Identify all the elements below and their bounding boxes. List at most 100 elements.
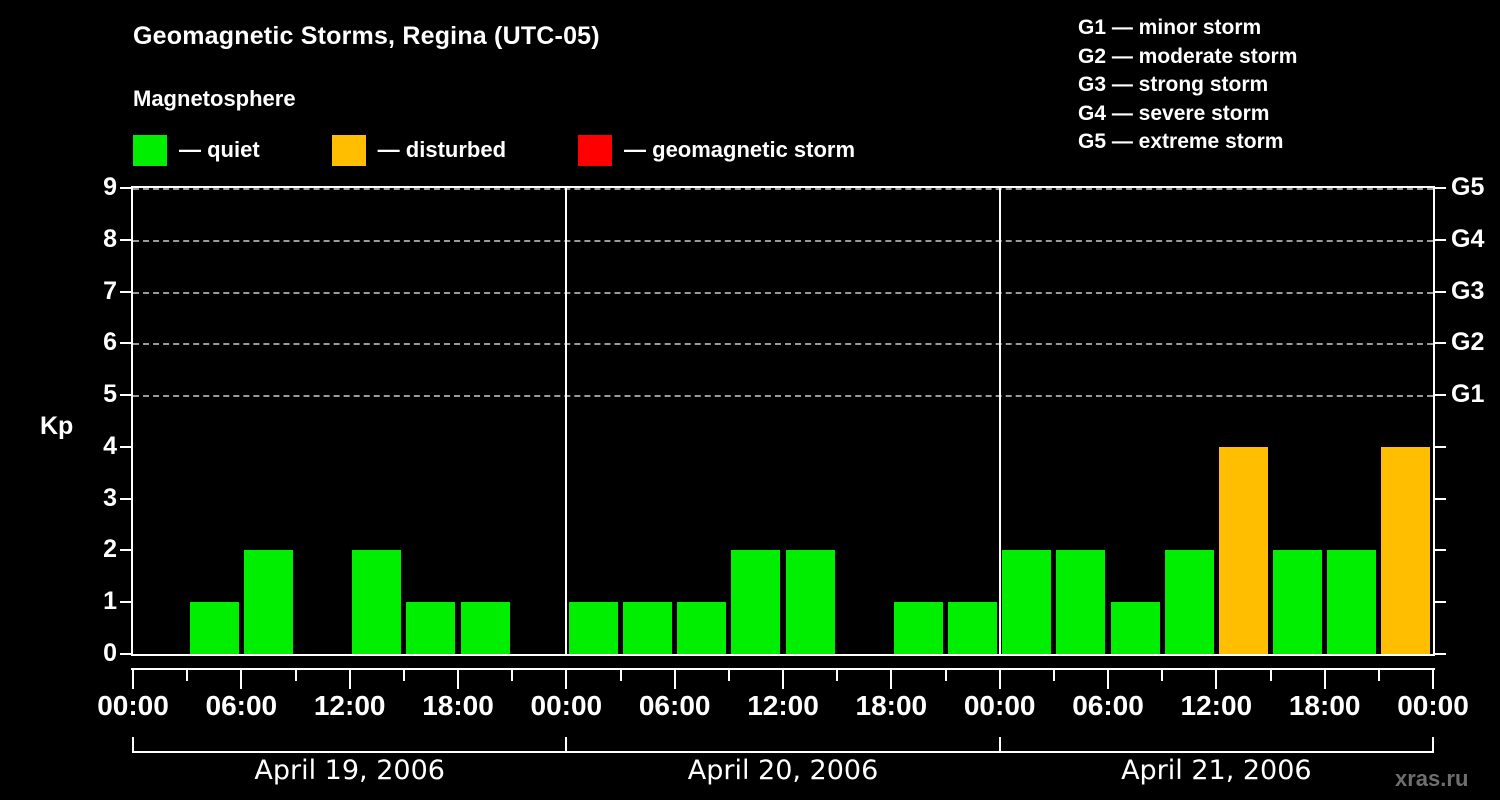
x-tick [565,668,568,689]
x-tick [1161,668,1164,681]
y-axis-label: 4 [103,431,117,460]
page-title: Geomagnetic Storms, Regina (UTC-05) [133,22,600,50]
y-tick [120,187,131,189]
x-tick [998,668,1001,689]
gscale-legend-item: G2 — moderate storm [1078,44,1298,68]
y-tick [120,549,131,552]
x-tick [186,668,189,681]
x-tick [240,668,243,689]
kp-bar [352,550,402,654]
x-axis-label: 18:00 [855,690,928,721]
disturbed-swatch [331,134,366,166]
kp-bar [1164,550,1214,654]
kp-bar [731,550,781,654]
y-tick [120,497,131,500]
y-tick-right [1435,601,1446,604]
y-tick-right [1435,342,1446,345]
y-tick-right [1435,445,1446,448]
day-divider [998,188,1001,654]
x-tick [782,668,784,689]
kp-bar [1327,550,1377,654]
y-tick [120,238,131,241]
watermark: xras.ru [1395,766,1469,791]
kp-bar [189,602,239,654]
x-tick [511,668,514,681]
x-tick [402,668,405,681]
x-axis-label: 00:00 [963,690,1036,721]
x-axis-label: 06:00 [205,690,278,721]
legend-label: — geomagnetic storm [624,137,856,162]
y-tick [120,445,131,448]
storm-swatch [578,134,613,166]
legend-entry: — disturbed [331,133,506,167]
date-caption: April 20, 2006 [687,755,879,786]
y-tick [120,601,131,604]
gridline [133,395,1433,398]
plot-area [131,186,1435,656]
kp-bar [677,602,727,654]
gridline [133,239,1433,242]
x-axis-label: 00:00 [97,690,169,721]
x-axis-label: 00:00 [1397,690,1469,721]
gscale-legend-item: G1 — minor storm [1078,16,1262,39]
date-caption: April 21, 2006 [1121,755,1312,786]
day-bracket [132,737,568,753]
quiet-swatch [133,134,167,166]
x-tick [1052,668,1055,681]
x-tick [727,668,730,681]
y-tick-right [1435,238,1446,241]
y-axis-label: 6 [103,328,117,357]
y-tick-right [1435,549,1446,552]
date-caption: April 19, 2006 [254,755,445,786]
kp-bar [1056,550,1106,654]
x-axis-label: 00:00 [530,690,603,721]
kp-bar [785,550,835,654]
x-tick [673,668,676,689]
x-tick [836,668,839,681]
y-tick [120,342,131,345]
series-label: Magnetosphere [133,86,296,111]
g-scale-label: G3 [1451,276,1485,305]
kp-bar [1273,550,1323,654]
y-axis-label: 8 [103,224,117,253]
gridline [133,291,1433,294]
y-tick [120,290,131,293]
legend-label: — quiet [179,137,260,162]
x-tick [1215,668,1218,689]
y-tick-right [1435,290,1446,293]
gscale-legend-item: G4 — severe storm [1078,101,1270,125]
kp-bar [406,602,456,654]
y-tick-right [1435,497,1446,500]
gscale-legend-item: G5 — extreme storm [1078,130,1284,154]
plot-inner [133,188,1433,654]
kp-bar [1002,550,1052,654]
day-bracket [565,737,1001,753]
x-axis-label: 18:00 [422,690,494,721]
g-scale-label: G1 [1451,380,1485,409]
x-tick [890,668,893,689]
x-axis-label: 12:00 [1180,690,1253,721]
g-scale-label: G5 [1451,173,1485,201]
x-tick [348,668,351,689]
x-axis-label: 18:00 [1288,690,1361,721]
g-scale-label: G4 [1451,224,1485,253]
x-tick [132,668,134,689]
kp-bar [948,602,998,654]
x-tick [1323,668,1326,689]
legend-entry: — geomagnetic storm [578,133,855,167]
y-tick-right [1435,653,1446,655]
kp-bar [568,602,618,654]
x-tick [1377,668,1380,681]
kp-bar [1218,446,1268,654]
kp-bar [1110,602,1160,654]
legend-entry: — quiet [133,133,260,167]
x-axis-label: 12:00 [313,690,386,721]
g-scale-label: G2 [1451,328,1485,357]
activity-legend: — quiet — disturbed — geomagnetic storm [133,133,855,167]
kp-bar [893,602,943,654]
x-tick [619,668,622,681]
x-tick [457,668,459,689]
x-axis-label: 06:00 [638,690,711,721]
y-tick-right [1435,187,1446,189]
x-tick [1107,668,1109,689]
